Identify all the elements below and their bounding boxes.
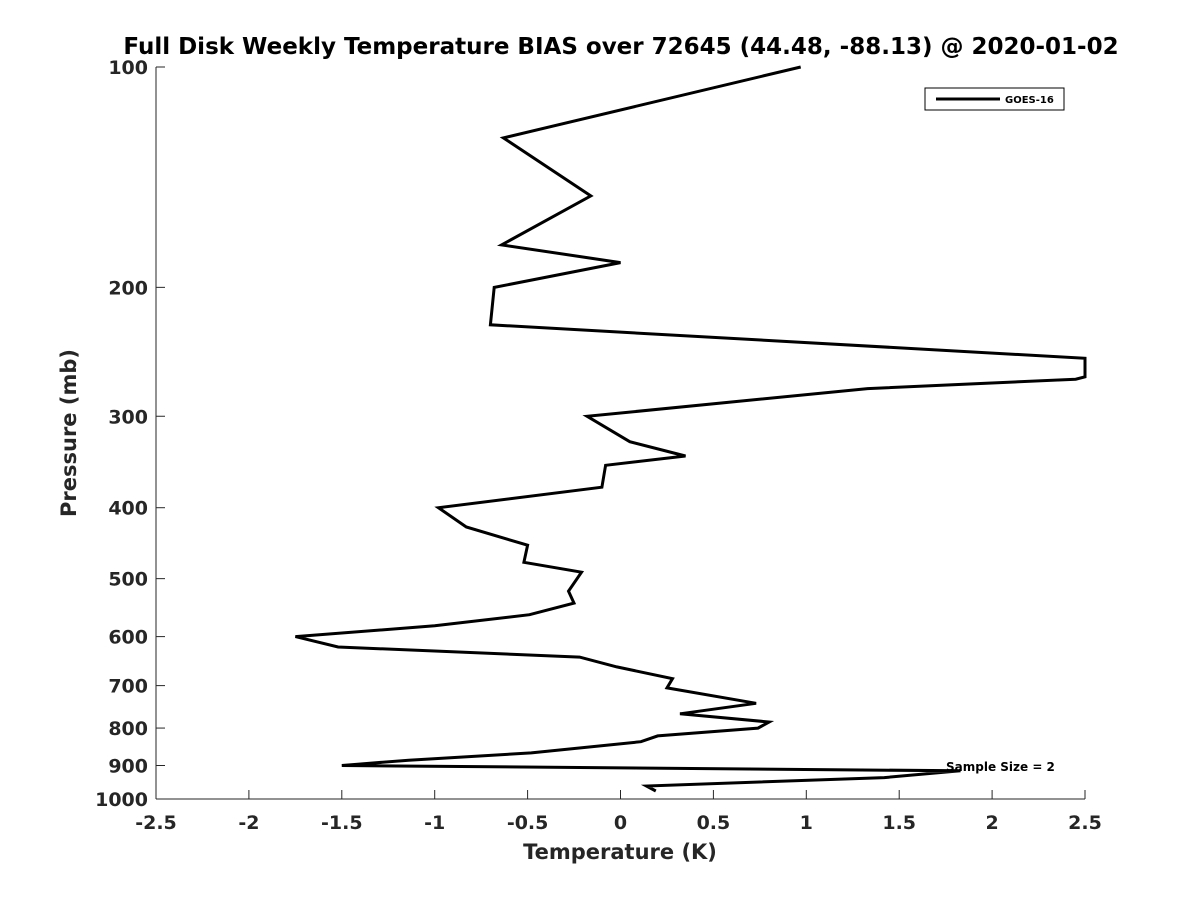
x-tick-label: -1.5 xyxy=(321,812,363,834)
x-tick-label: 0.5 xyxy=(697,812,731,834)
y-tick-label: 900 xyxy=(108,756,148,778)
y-tick-label: 700 xyxy=(108,676,148,698)
y-axis-label: Pressure (mb) xyxy=(57,349,81,517)
chart-title: Full Disk Weekly Temperature BIAS over 7… xyxy=(123,34,1118,60)
y-tick-label: 1000 xyxy=(95,789,148,811)
y-tick-label: 100 xyxy=(108,57,148,79)
x-axis-ticks: -2.5 -2 -1.5 -1 -0.5 0 0.5 1 1.5 2 2.5 xyxy=(135,790,1102,834)
x-tick-label: -2 xyxy=(238,812,259,834)
x-tick-label: 1 xyxy=(800,812,813,834)
y-tick-label: 400 xyxy=(108,498,148,520)
y-tick-label: 500 xyxy=(108,569,148,591)
y-tick-label: 300 xyxy=(108,406,148,428)
x-tick-label: 2 xyxy=(985,812,998,834)
x-tick-label: -1 xyxy=(424,812,445,834)
x-tick-label: 2.5 xyxy=(1068,812,1102,834)
series-layer xyxy=(295,65,1087,793)
y-axis-ticks: 100 200 300 400 500 600 700 800 900 1000 xyxy=(95,57,165,811)
plot-area: -2.5 -2 -1.5 -1 -0.5 0 0.5 1 1.5 2 2.5 100 200 300 40… xyxy=(95,57,1102,834)
y-tick-label: 200 xyxy=(108,277,148,299)
sample-size-annotation: Sample Size = 2 xyxy=(946,760,1055,774)
series-line-goes-16 xyxy=(295,65,1087,793)
x-tick-label: -0.5 xyxy=(507,812,549,834)
x-tick-label: 1.5 xyxy=(882,812,916,834)
legend-label-goes-16: GOES-16 xyxy=(1005,95,1054,106)
legend: GOES-16 xyxy=(924,87,1065,111)
x-tick-label: -2.5 xyxy=(135,812,177,834)
y-tick-label: 600 xyxy=(108,627,148,649)
y-tick-label: 800 xyxy=(108,718,148,740)
x-tick-label: 0 xyxy=(614,812,627,834)
x-axis-label: Temperature (K) xyxy=(523,840,717,864)
